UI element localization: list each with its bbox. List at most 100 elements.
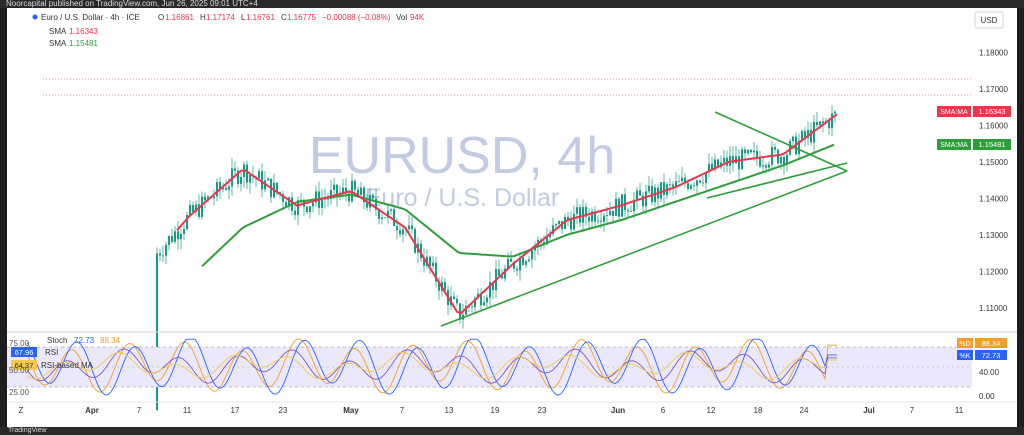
candle-body xyxy=(183,229,185,234)
stoch-d-value: 88.34 xyxy=(100,336,121,345)
candle-body xyxy=(174,231,176,242)
candle-body xyxy=(702,183,704,184)
candle-body xyxy=(774,147,776,150)
price-tag-fast-value: 1.16343 xyxy=(978,107,1005,116)
price-tick-label: 1.16000 xyxy=(979,121,1008,130)
candle-body xyxy=(648,186,650,192)
candle-body xyxy=(597,221,599,222)
candle-body xyxy=(228,186,230,189)
candle-body xyxy=(747,150,749,153)
legend-c-value: 1.16775 xyxy=(287,13,316,22)
candle-body xyxy=(573,214,575,230)
legend-vol-value: 94K xyxy=(410,13,425,22)
watermark-ticker: EURUSD, 4h xyxy=(309,127,615,185)
candle-body xyxy=(159,253,161,255)
candle-body xyxy=(645,191,647,206)
legend-sma1-label: SMA xyxy=(49,27,67,36)
candle-body xyxy=(660,182,662,198)
candle-body xyxy=(483,302,485,305)
chart-frame[interactable]: EURUSD, 4h Euro / U.S. Dollar Euro / U.S… xyxy=(7,8,1017,427)
candle-body xyxy=(168,236,170,245)
candle-body xyxy=(699,180,701,182)
candle-body xyxy=(189,205,191,215)
stoch-k-value: 72.73 xyxy=(74,336,95,345)
candle-body xyxy=(690,185,692,188)
candle-body xyxy=(738,156,740,169)
time-axis[interactable]: Z Apr 7 11 17 23 May 7 13 19 23 Jun 6 12 18 24 Jul 7 11 xyxy=(19,406,964,415)
candle-body xyxy=(762,165,764,166)
time-tick-label: 17 xyxy=(231,406,240,415)
candle-body xyxy=(444,282,446,290)
candle-body xyxy=(393,209,395,226)
candle-body xyxy=(321,199,323,208)
candle-body xyxy=(354,181,356,190)
candle-body xyxy=(792,137,794,141)
candle-body xyxy=(429,257,431,266)
legend-vol-label: Vol xyxy=(396,13,407,22)
time-tick-label: 11 xyxy=(183,406,192,415)
legend-o-label: O xyxy=(158,13,164,22)
stoch-left-axis: 75.00 50.00 25.00 xyxy=(9,339,30,397)
candle-body xyxy=(678,181,680,182)
candle-body xyxy=(783,157,785,165)
candle-body xyxy=(369,195,371,208)
candle-body xyxy=(555,224,557,225)
time-tick-label: 7 xyxy=(137,406,142,415)
candle-body xyxy=(309,206,311,212)
time-tick-label: 18 xyxy=(754,406,763,415)
price-tick-label: 1.18000 xyxy=(979,48,1008,57)
candle-body xyxy=(759,159,761,167)
time-tick-label: 12 xyxy=(707,406,716,415)
price-axis[interactable]: 1.18000 1.17000 1.16000 1.15000 1.14000 1.130… xyxy=(979,48,1008,313)
candle-body xyxy=(639,190,641,195)
candle-body xyxy=(216,182,218,197)
candle-body xyxy=(399,230,401,234)
price-tick-label: 1.14000 xyxy=(979,194,1008,203)
time-tick-label: 7 xyxy=(400,406,405,415)
candle-body xyxy=(558,221,560,224)
candle-body xyxy=(828,121,830,128)
time-tick-label: Z xyxy=(19,406,24,415)
tradingview-footer: TradingView xyxy=(0,427,1024,435)
candle-body xyxy=(723,158,725,163)
price-tick-label: 1.11000 xyxy=(979,304,1008,313)
candle-body xyxy=(588,217,590,222)
time-tick-label: 13 xyxy=(445,406,454,415)
candle-body xyxy=(780,157,782,163)
time-tick-label: 6 xyxy=(661,406,666,415)
currency-label: USD xyxy=(981,16,998,25)
legend-change: −0.00088 (−0.08%) xyxy=(322,13,391,22)
candle-body xyxy=(285,202,287,206)
candle-body xyxy=(384,217,386,218)
candle-body xyxy=(459,303,461,319)
candle-body xyxy=(753,151,755,152)
stoch-tag-k-label: %K xyxy=(960,353,971,360)
price-tag-slow-label: SMA:MA xyxy=(940,142,968,149)
candle-body xyxy=(528,259,530,261)
candle-body xyxy=(576,207,578,214)
symbol-dot-icon xyxy=(33,15,38,20)
candle-body xyxy=(180,234,182,239)
stoch-tick-75: 75.00 xyxy=(9,339,30,348)
time-tick-label: Jul xyxy=(863,406,875,415)
candle-body xyxy=(234,168,236,170)
candle-body xyxy=(381,217,383,219)
candle-body xyxy=(609,211,611,215)
time-tick-label: 23 xyxy=(538,406,547,415)
candle-body xyxy=(777,150,779,164)
legend-h-value: 1.17174 xyxy=(206,13,235,22)
candle-body xyxy=(486,298,488,303)
candle-body xyxy=(471,306,473,307)
publish-text: Noorcapital published on TradingView.com… xyxy=(6,0,258,8)
price-tick-label: 1.15000 xyxy=(979,158,1008,167)
price-tag-slow-value: 1.15481 xyxy=(978,140,1005,149)
candle-body xyxy=(612,211,614,216)
price-tag-fast-label: SMA:MA xyxy=(940,109,968,116)
candle-body xyxy=(627,210,629,211)
candle-body xyxy=(681,178,683,182)
rsi-ma-label: RSI-based MA xyxy=(41,361,94,370)
candle-body xyxy=(162,255,164,256)
chart-svg[interactable]: EURUSD, 4h Euro / U.S. Dollar Euro / U.S… xyxy=(7,8,1017,427)
candle-body xyxy=(693,185,695,186)
stoch-right-tick-40: 40.00 xyxy=(979,368,1000,377)
